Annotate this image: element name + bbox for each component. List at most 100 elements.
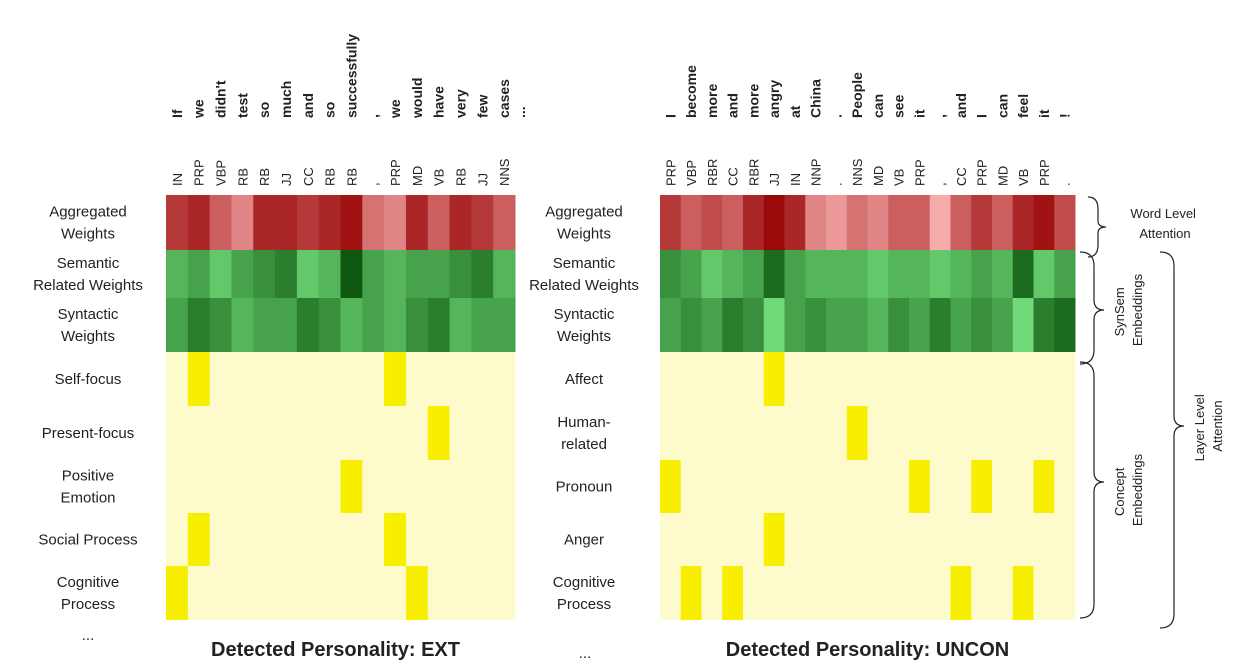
concept-cell <box>784 352 806 406</box>
concept-cell <box>743 460 765 513</box>
row-label-line: Weights <box>61 226 115 243</box>
heat-cell <box>846 195 868 250</box>
heat-cell <box>340 195 363 250</box>
pos-tag: IN <box>788 173 803 186</box>
layer-level-line: Attention <box>1210 400 1225 451</box>
heat-cell <box>929 298 951 352</box>
heat-cell <box>971 195 993 250</box>
token: . <box>828 114 844 118</box>
row-label-line: related <box>561 436 607 453</box>
concept-cell <box>701 513 723 566</box>
concept-cell <box>187 460 211 513</box>
concept-cell <box>384 406 407 460</box>
concept-cell <box>296 406 320 460</box>
concept-cell <box>1012 406 1034 460</box>
token: it <box>911 109 927 118</box>
row-label: Affect <box>565 371 604 388</box>
concept-cell <box>318 406 341 460</box>
concept-cell <box>701 460 723 513</box>
concept-cell <box>493 513 516 566</box>
heat-cell <box>680 195 702 250</box>
brace-word-level <box>1087 196 1107 258</box>
concept-cell <box>471 406 494 460</box>
concept-cell <box>909 513 931 566</box>
concept-cell <box>867 566 889 620</box>
concept-cell <box>971 566 993 620</box>
token: more <box>704 84 720 118</box>
heat-cell <box>493 195 516 250</box>
concept-cell <box>1012 460 1034 513</box>
concept-cell <box>971 352 993 406</box>
pos-tag: PRP <box>1037 159 1052 186</box>
row-label: Cognitive Process <box>553 574 616 613</box>
pos-tag: NNS <box>497 158 512 186</box>
heat-cell <box>701 298 723 352</box>
concept-cell <box>763 352 785 406</box>
row-label-line: Weights <box>557 328 611 345</box>
heat-cell <box>449 250 472 298</box>
concept-cell <box>318 352 341 406</box>
heat-cell <box>950 195 972 250</box>
heat-cell <box>660 195 682 250</box>
token: few <box>474 95 490 118</box>
pos-tag: RBR <box>746 159 761 186</box>
heat-cell <box>929 250 951 298</box>
pos-tag: . <box>1058 182 1073 186</box>
row-label: Self-focus <box>55 371 122 388</box>
concept-cell <box>784 513 806 566</box>
concept-cell <box>340 460 363 513</box>
heat-cell <box>1054 298 1076 352</box>
heat-cell <box>680 298 702 352</box>
layer-level-label: Layer Level Attention <box>1192 391 1225 462</box>
token: more <box>745 84 761 118</box>
heat-cell <box>275 298 298 352</box>
token: , <box>932 114 948 118</box>
concept-cell <box>275 352 298 406</box>
heat-cell <box>763 195 785 250</box>
concept-cell <box>318 566 341 620</box>
concept-cell <box>296 352 320 406</box>
concept-cell <box>493 352 516 406</box>
heat-cell <box>909 195 931 250</box>
token: can <box>870 94 886 118</box>
concept-cell <box>493 406 516 460</box>
concept-cell <box>888 513 910 566</box>
token: much <box>278 81 294 118</box>
concept-cell <box>427 406 451 460</box>
concept-cell <box>296 566 320 620</box>
concept-cell <box>680 406 702 460</box>
row-label-line: Positive <box>62 468 115 485</box>
token: , <box>365 114 381 118</box>
concept-cell <box>743 406 765 460</box>
heat-cell <box>166 250 189 298</box>
concept-cell <box>384 460 407 513</box>
pos-tag: RB <box>257 168 272 186</box>
concept-cell <box>826 566 848 620</box>
heat-cell <box>362 298 385 352</box>
pos-tag: RB <box>344 168 359 186</box>
concept-cell <box>275 566 298 620</box>
concept-cell <box>384 513 407 566</box>
heat-cell <box>471 250 494 298</box>
heat-cell <box>362 195 385 250</box>
token: it <box>1036 109 1052 118</box>
token: I <box>662 114 678 118</box>
concept-cell <box>275 460 298 513</box>
heat-cell <box>763 298 785 352</box>
heat-cell <box>888 195 910 250</box>
concept-cell <box>405 566 429 620</box>
heat-cell <box>805 298 827 352</box>
token: very <box>452 89 468 118</box>
concept-cell <box>296 460 320 513</box>
heat-cell <box>660 298 682 352</box>
concept-cell <box>722 566 744 620</box>
heat-cell <box>253 298 276 352</box>
concept-cell <box>209 352 232 406</box>
concept-cell <box>362 406 385 460</box>
heat-cell <box>231 195 254 250</box>
heat-cell <box>784 298 806 352</box>
row-label-line: Pronoun <box>556 479 613 496</box>
pos-tag: PRP <box>388 159 403 186</box>
heat-cell <box>743 195 765 250</box>
concept-cell <box>231 406 254 460</box>
